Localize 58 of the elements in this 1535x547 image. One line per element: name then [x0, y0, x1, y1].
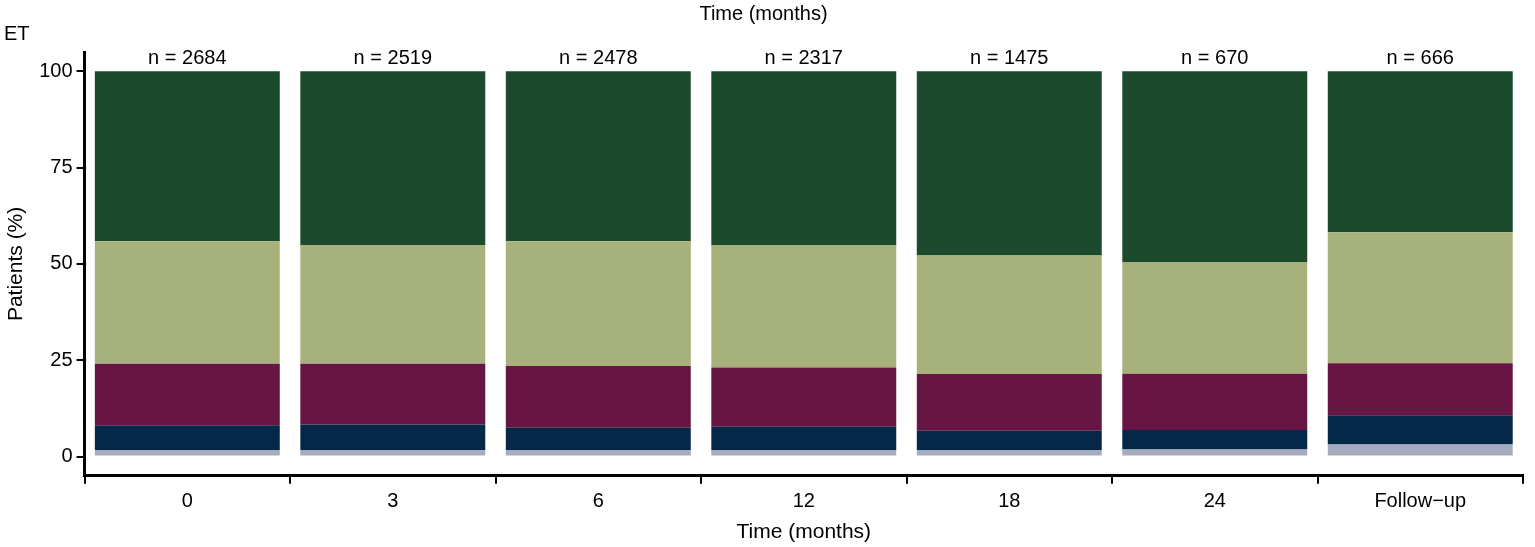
x-tick-label: 12	[792, 489, 815, 512]
bar	[1122, 71, 1308, 262]
x-tick-label: Follow−up	[1374, 489, 1467, 512]
x-tick-label: 6	[592, 489, 604, 512]
y-tick-label: 75	[50, 155, 73, 178]
y-tick-label: 25	[50, 347, 73, 370]
bar	[711, 245, 897, 368]
bar	[916, 374, 1102, 431]
bar	[711, 71, 897, 246]
bar	[1122, 429, 1308, 450]
chart-title: ET	[4, 21, 30, 44]
bar	[916, 430, 1102, 450]
bar	[1327, 363, 1513, 416]
x2-axis-title: Time (months)	[699, 1, 828, 24]
bar	[300, 449, 486, 456]
bar	[505, 366, 691, 428]
x-tick-label: 3	[387, 489, 399, 512]
y-tick-label: 100	[39, 58, 73, 81]
y-tick-label: 50	[50, 251, 73, 274]
bar	[1122, 261, 1308, 374]
bar	[916, 255, 1102, 375]
bar	[94, 363, 280, 426]
bar	[1327, 71, 1513, 233]
y-axis-title: Patients (%)	[3, 206, 27, 322]
bar	[505, 427, 691, 450]
bar	[711, 367, 897, 427]
bar	[711, 449, 897, 456]
annotation: n = 2684	[148, 45, 227, 68]
bar	[300, 71, 486, 246]
bar	[94, 425, 280, 450]
bar	[94, 241, 280, 364]
x-tick-label: 24	[1203, 489, 1226, 512]
bar	[1327, 444, 1513, 456]
bar	[300, 245, 486, 364]
bar	[300, 424, 486, 450]
x-tick-label: 0	[181, 489, 193, 512]
x-axis-title: Time (months)	[736, 519, 872, 543]
bar	[505, 449, 691, 456]
annotation: n = 666	[1386, 45, 1454, 68]
annotation: n = 670	[1181, 45, 1249, 68]
bar	[94, 71, 280, 242]
bar	[916, 449, 1102, 456]
x-tick-label: 18	[998, 489, 1021, 512]
bar	[916, 71, 1102, 256]
annotation: n = 2478	[559, 45, 638, 68]
annotation: n = 1475	[970, 45, 1049, 68]
annotation: n = 2317	[764, 45, 843, 68]
y-tick-label: 0	[61, 444, 73, 467]
bar	[1122, 449, 1308, 456]
bar	[94, 449, 280, 456]
bar	[505, 71, 691, 242]
bar	[1122, 373, 1308, 430]
bar	[505, 241, 691, 366]
bar	[1327, 415, 1513, 445]
bar	[300, 363, 486, 425]
bar	[1327, 232, 1513, 364]
annotation: n = 2519	[353, 45, 433, 68]
bar	[711, 426, 897, 450]
